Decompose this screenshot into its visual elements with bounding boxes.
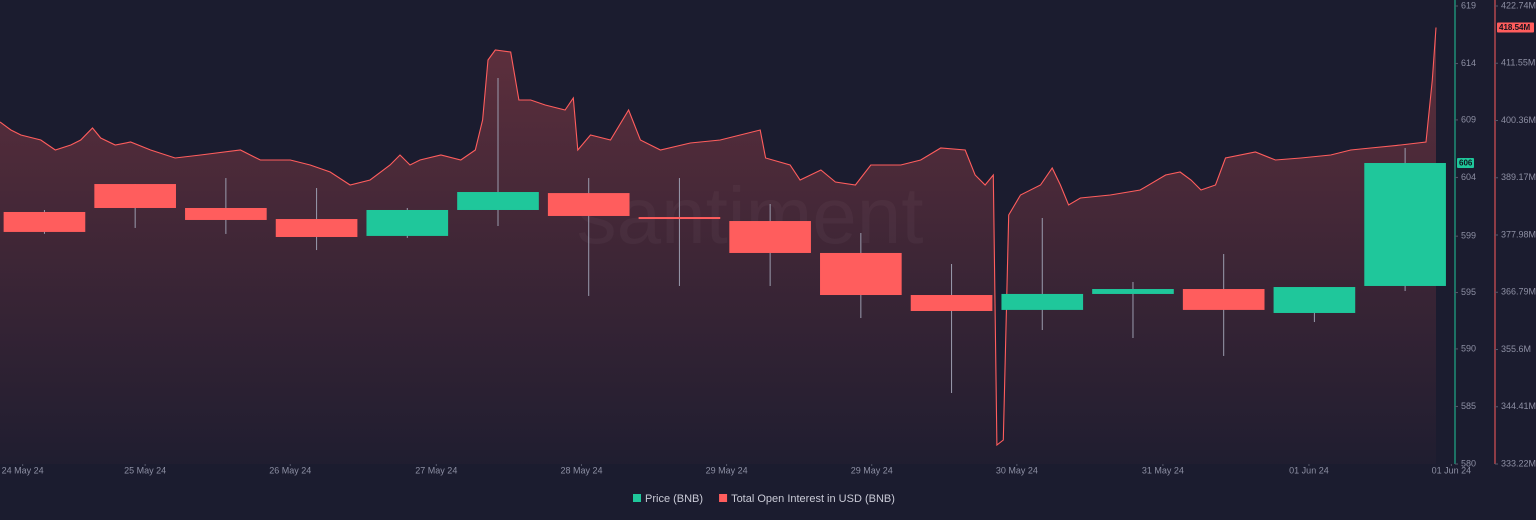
candle-body [1092,289,1174,294]
y2-tick-label: 400.36M [1501,115,1536,125]
x-tick-label: 25 May 24 [124,465,166,475]
x-tick-label: 31 May 24 [1142,465,1184,475]
legend-swatch [719,494,728,502]
x-tick-label: 26 May 24 [269,465,311,475]
y-tick-label: 609 [1461,114,1476,124]
oi-area [0,27,1436,464]
y2-tick-label: 333.22M [1501,458,1536,468]
x-tick-label: 01 Jun 24 [1289,465,1329,475]
y-tick-label: 585 [1461,401,1476,411]
candle-body [910,295,993,311]
candle-body [729,221,811,253]
candle-body [638,217,721,220]
candle-body [1273,287,1356,313]
candle-body [3,211,86,232]
price-badge [1457,158,1474,169]
y2-tick-label: 377.98M [1501,229,1536,239]
candle-body [820,252,902,296]
candle-body [366,209,449,236]
oi-badge-label: 418.54M [1499,23,1530,32]
y2-tick-label: 422.74M [1501,0,1536,10]
oi-badge [1497,22,1534,33]
y-tick-label: 619 [1461,0,1476,10]
y2-tick-label: 366.79M [1501,287,1536,297]
price-badge-label: 606 [1459,159,1473,168]
y2-tick-label: 389.17M [1501,172,1536,182]
y-tick-label: 614 [1461,58,1476,68]
legend-label: Price (BNB) [645,493,703,505]
x-tick-label: 28 May 24 [560,465,602,475]
candle-body [1182,289,1265,310]
x-tick-label: 01 Jun 24 [1432,465,1472,475]
y-tick-label: 604 [1461,172,1476,182]
legend-label: Total Open Interest in USD (BNB) [731,493,895,505]
oi-line [0,27,1437,447]
y2-tick-label: 355.6M [1501,344,1531,354]
y-tick-label: 599 [1461,231,1476,241]
x-tick-label: 27 May 24 [415,465,457,475]
candle-body [94,184,176,208]
x-tick-label: 30 May 24 [996,465,1038,475]
x-tick-label: 29 May 24 [851,465,893,475]
y2-tick-label: 411.55M [1501,58,1535,68]
candle-body [275,219,358,237]
legend-swatch [633,494,641,502]
candle-body [185,207,267,220]
x-tick-label: 29 May 24 [706,465,748,475]
candle-body [457,192,539,210]
y2-tick-label: 344.41M [1501,401,1536,411]
y-tick-label: 580 [1461,458,1476,468]
x-tick-label: 24 May 24 [2,465,44,475]
y-tick-label: 590 [1461,343,1476,353]
candle-body [547,193,630,216]
y-tick-label: 595 [1461,287,1476,297]
candle-body [1364,163,1446,286]
candle-body [1001,293,1084,310]
